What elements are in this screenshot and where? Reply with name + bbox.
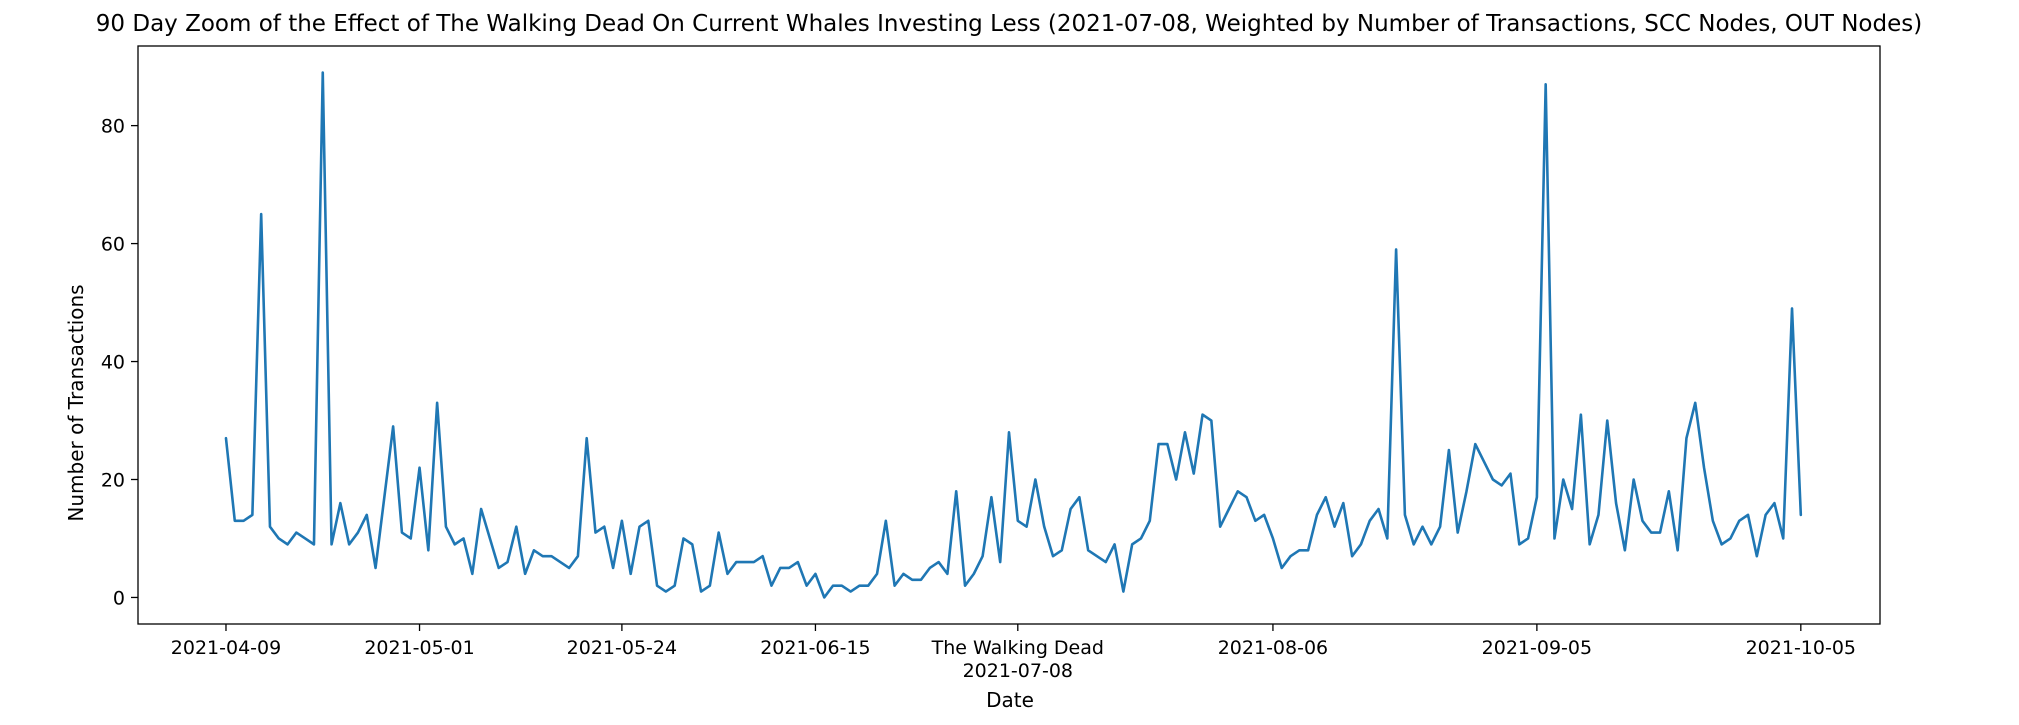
y-tick-label: 0	[113, 587, 125, 609]
x-tick-label: 2021-05-24	[567, 637, 677, 659]
event-annotation-label: The Walking Dead	[931, 637, 1104, 659]
y-axis-label: Number of Transactions	[64, 284, 88, 521]
x-tick-label: 2021-08-06	[1218, 637, 1328, 659]
plot-frame	[137, 45, 1881, 625]
x-tick-label: 2021-04-09	[171, 637, 281, 659]
x-tick-label: 2021-05-01	[364, 637, 474, 659]
y-tick-label: 40	[101, 352, 125, 374]
x-tick-label: 2021-06-15	[760, 637, 870, 659]
plot-area: 0 20 40 60 80 2021-04-09 2021-05-01 2021-05-24 2…	[101, 45, 1881, 682]
chart-title: 90 Day Zoom of the Effect of The Walking…	[96, 11, 1922, 37]
y-tick-label: 80	[101, 116, 125, 138]
x-tick-label: 2021-09-05	[1482, 637, 1592, 659]
x-tick-label: 2021-07-08	[963, 660, 1073, 682]
y-tick-label: 60	[101, 234, 125, 256]
x-axis-label: Date	[986, 688, 1034, 712]
x-tick-label: 2021-10-05	[1746, 637, 1856, 659]
y-tick-label: 20	[101, 470, 125, 492]
data-series-line	[224, 71, 1803, 599]
